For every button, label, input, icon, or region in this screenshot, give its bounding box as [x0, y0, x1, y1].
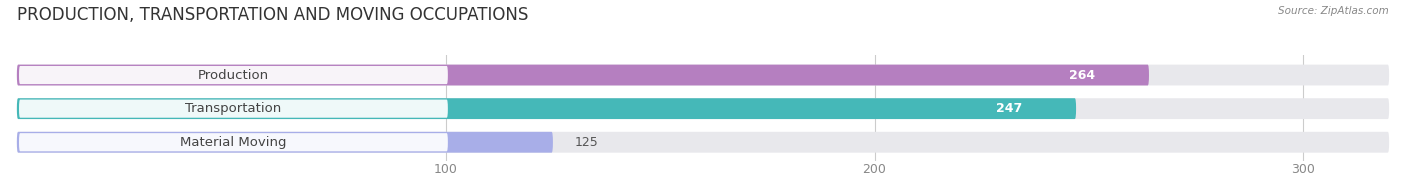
Text: 264: 264 — [1070, 69, 1095, 82]
FancyBboxPatch shape — [17, 65, 1149, 85]
FancyBboxPatch shape — [20, 133, 449, 151]
FancyBboxPatch shape — [17, 132, 1389, 153]
Text: Transportation: Transportation — [186, 102, 281, 115]
Text: 125: 125 — [574, 136, 598, 149]
Text: 247: 247 — [997, 102, 1022, 115]
Text: PRODUCTION, TRANSPORTATION AND MOVING OCCUPATIONS: PRODUCTION, TRANSPORTATION AND MOVING OC… — [17, 6, 529, 24]
FancyBboxPatch shape — [20, 100, 449, 118]
Text: Production: Production — [198, 69, 269, 82]
FancyBboxPatch shape — [17, 98, 1389, 119]
Text: Material Moving: Material Moving — [180, 136, 287, 149]
FancyBboxPatch shape — [20, 66, 449, 84]
FancyBboxPatch shape — [17, 98, 1076, 119]
FancyBboxPatch shape — [17, 132, 553, 153]
Text: Source: ZipAtlas.com: Source: ZipAtlas.com — [1278, 6, 1389, 16]
FancyBboxPatch shape — [17, 65, 1389, 85]
